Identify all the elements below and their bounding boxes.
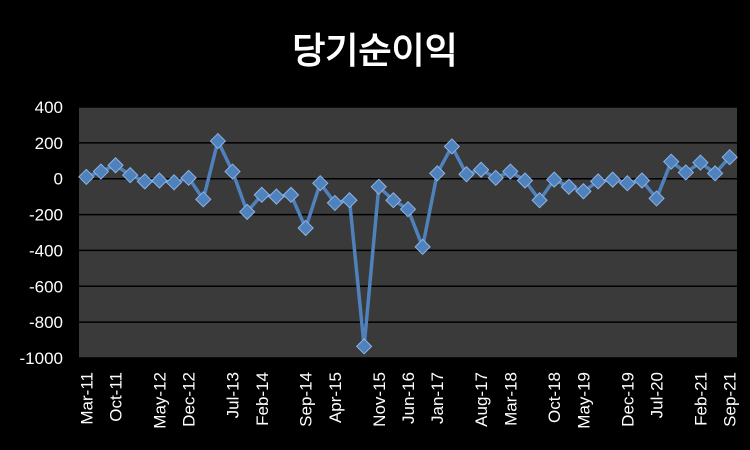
data-point xyxy=(502,163,519,180)
x-tick-label: Dec-12 xyxy=(180,372,199,427)
data-point xyxy=(604,171,621,188)
data-point xyxy=(575,183,592,200)
data-point xyxy=(195,191,212,208)
data-point xyxy=(414,238,431,256)
x-tick-label: Sep-14 xyxy=(297,372,316,427)
data-point xyxy=(399,200,417,218)
x-tick-label: Oct-11 xyxy=(107,372,126,422)
x-tick-label: Feb-14 xyxy=(253,372,272,426)
data-point xyxy=(151,172,168,189)
x-tick-label: Aug-17 xyxy=(472,372,491,427)
data-point xyxy=(355,338,373,355)
x-tick-label: Sep-21 xyxy=(721,372,740,427)
data-point xyxy=(662,153,680,170)
y-tick-label: -800 xyxy=(29,313,63,332)
x-tick-label: Apr-15 xyxy=(326,372,345,423)
x-tick-label: Feb-21 xyxy=(691,372,710,426)
data-point xyxy=(458,166,475,183)
y-tick-label: 200 xyxy=(35,134,63,153)
y-tick-label: -1000 xyxy=(20,349,63,368)
data-point xyxy=(238,203,256,221)
y-tick-label: 400 xyxy=(35,98,63,117)
data-point xyxy=(692,154,709,171)
x-tick-label: Nov-15 xyxy=(370,372,389,427)
data-point xyxy=(721,148,738,166)
x-tick-label: Mar-11 xyxy=(77,372,96,425)
y-tick-label: -600 xyxy=(29,277,63,296)
data-point xyxy=(136,173,154,190)
data-point xyxy=(312,174,329,192)
data-point xyxy=(107,157,124,174)
data-point xyxy=(121,166,139,184)
data-point xyxy=(92,163,110,180)
data-point xyxy=(370,178,387,195)
y-tick-label: -400 xyxy=(29,241,63,260)
data-point xyxy=(180,169,197,187)
data-point xyxy=(487,169,504,187)
x-tick-label: Jul-20 xyxy=(648,372,667,418)
x-tick-label: Mar-18 xyxy=(501,372,520,426)
data-point xyxy=(516,172,534,189)
x-tick-label: Jun-16 xyxy=(399,372,418,424)
data-point xyxy=(560,178,578,195)
data-point xyxy=(472,161,490,178)
data-point xyxy=(619,174,636,192)
data-point xyxy=(443,138,461,155)
x-tick-label: Jul-13 xyxy=(224,372,243,418)
data-point xyxy=(297,219,314,237)
x-tick-label: Oct-18 xyxy=(545,372,564,423)
data-point xyxy=(531,192,548,209)
data-point xyxy=(546,171,563,188)
chart-title: 당기순이익 xyxy=(292,31,458,72)
x-tick-label: May-12 xyxy=(150,372,169,429)
data-point xyxy=(706,165,724,182)
data-point xyxy=(677,164,695,181)
data-point xyxy=(326,194,344,212)
data-point xyxy=(224,163,241,180)
y-tick-label: 0 xyxy=(54,170,63,189)
data-point xyxy=(209,132,227,150)
data-point xyxy=(165,174,183,191)
x-tick-label: Jan-17 xyxy=(428,372,447,424)
data-point xyxy=(589,173,607,190)
data-point xyxy=(268,188,285,205)
y-tick-label: -200 xyxy=(29,206,63,225)
x-tick-label: May-19 xyxy=(574,372,593,429)
data-point xyxy=(633,172,651,189)
data-point xyxy=(385,192,402,209)
x-tick-label: Dec-19 xyxy=(618,372,637,427)
data-point xyxy=(429,165,446,182)
plot-area xyxy=(79,107,737,358)
data-point xyxy=(341,192,358,209)
data-point xyxy=(648,190,665,207)
data-point xyxy=(253,186,270,204)
data-point xyxy=(78,168,95,186)
data-point xyxy=(282,186,300,204)
